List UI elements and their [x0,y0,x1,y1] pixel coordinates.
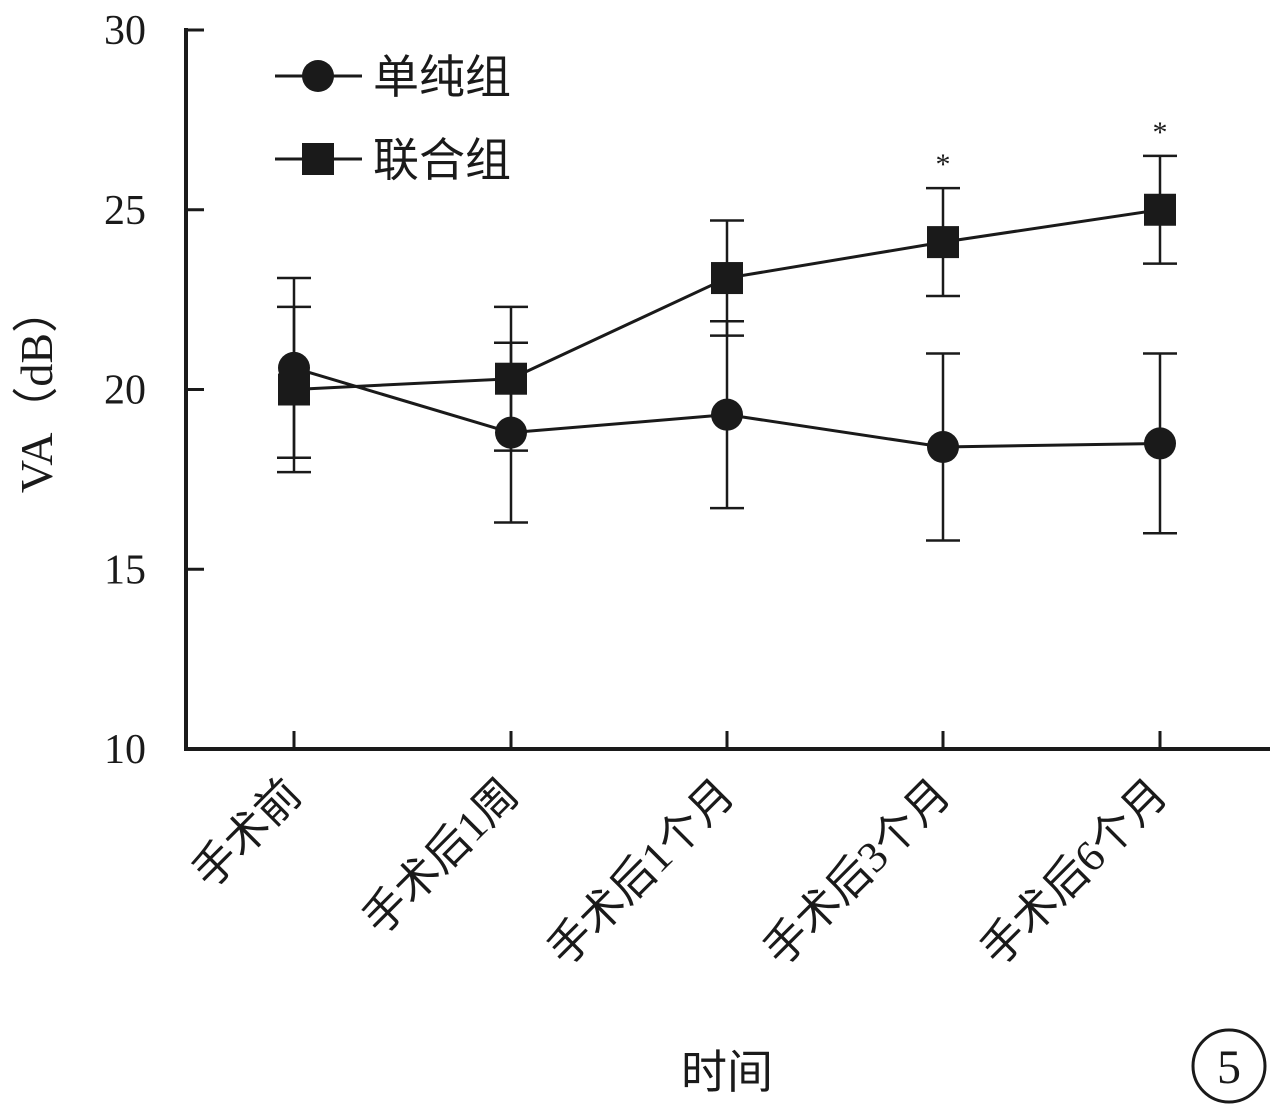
x-tick-label: 手术前 [183,769,311,897]
legend-item: 单纯组 [275,52,511,103]
legend-label: 单纯组 [373,52,511,103]
x-tick-label: 手术后3个月 [754,769,960,975]
panel-label-text: 5 [1217,1041,1241,1094]
legend-marker-square [302,143,334,175]
ticks: 10 15 20 25 30 手术前 手术后1周 手术后1个月 手术后3个月 手术后6个月 [104,8,1177,975]
significance-marker: * [1153,116,1168,149]
data-point-square [1144,193,1176,226]
data-point-circle [927,431,959,464]
data-point-square [927,226,959,259]
x-tick-label: 手术后1个月 [538,769,744,975]
y-axis-label: VA（dB） [11,287,62,493]
y-tick-label: 15 [104,547,146,593]
legend-label: 联合组 [373,135,511,186]
series-layer: ** [277,116,1177,542]
y-tick-label: 20 [104,368,146,414]
y-tick-label: 10 [104,727,146,773]
axis-labels: VA（dB） 时间 5 [11,287,1267,1104]
x-axis-label: 时间 [681,1047,773,1098]
data-point-square [278,373,310,406]
data-point-circle [711,398,743,431]
y-tick-label: 30 [104,8,146,54]
x-tick-label: 手术后6个月 [971,769,1177,975]
significance-marker: * [936,148,951,181]
x-tick-label: 手术后1周 [353,769,528,944]
y-tick-label: 25 [104,188,146,234]
legend-marker-circle [302,60,334,92]
legend-item: 联合组 [275,135,511,186]
panel-label-circle [1191,1028,1267,1104]
data-point-square [711,262,743,295]
panel-label: 5 [1191,1028,1267,1104]
data-point-square [495,362,527,395]
series-combined-group [277,154,1177,474]
data-point-circle [1144,427,1176,460]
